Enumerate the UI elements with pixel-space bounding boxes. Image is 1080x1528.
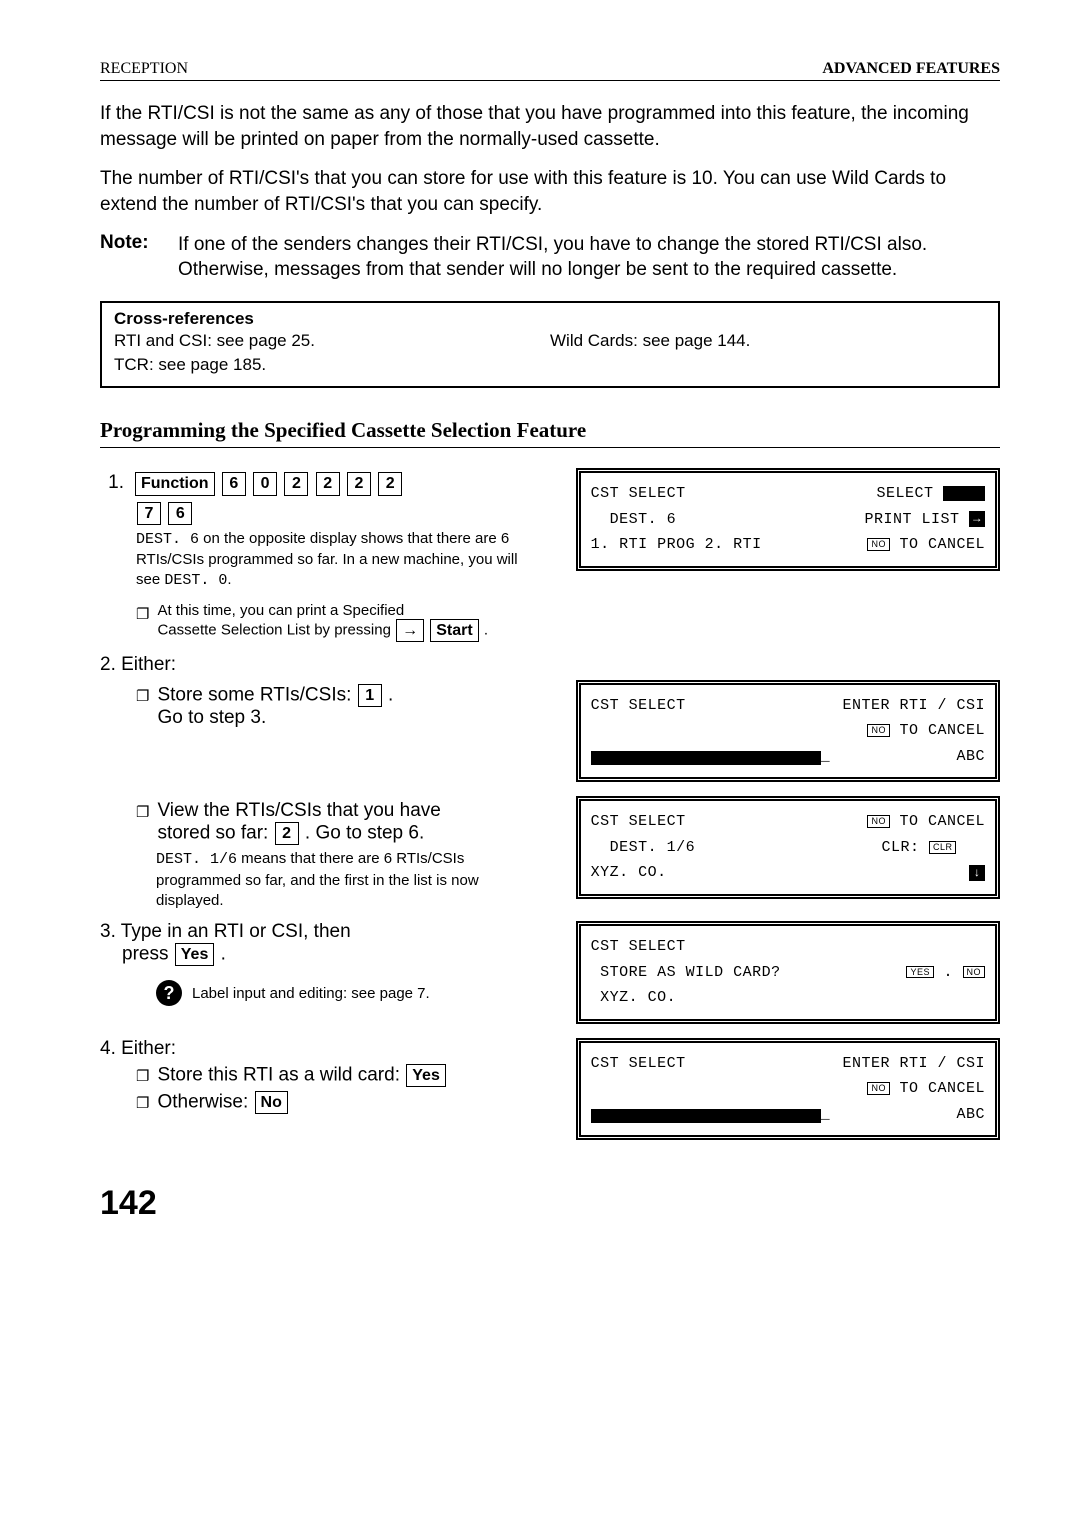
- step3-l2: press Yes .: [122, 943, 546, 966]
- lcd-panel-3: CST SELECTNO TO CANCEL DEST. 1/6CLR: CLR…: [576, 796, 1000, 899]
- key-6b: 6: [168, 502, 192, 525]
- lcd-panel-4: CST SELECT STORE AS WILD CARD?YES . NO X…: [576, 921, 1000, 1024]
- header-left: RECEPTION: [100, 60, 188, 78]
- key-yes2: Yes: [406, 1064, 446, 1087]
- key-6: 6: [222, 472, 246, 495]
- step2-b2-l1: View the RTIs/CSIs that you have: [157, 800, 440, 822]
- header-right: ADVANCED FEATURES: [822, 60, 1000, 78]
- paragraph-2: The number of RTI/CSI's that you can sto…: [100, 166, 1000, 217]
- key-1: 1: [358, 684, 382, 707]
- bullet-icon: ❐: [136, 687, 149, 729]
- key-function: Function: [135, 472, 215, 495]
- key-2d: 2: [378, 472, 402, 495]
- section-heading: Programming the Specified Cassette Selec…: [100, 418, 1000, 448]
- paragraph-1: If the RTI/CSI is not the same as any of…: [100, 101, 1000, 152]
- crossref-left-2: TCR: see page 185.: [114, 353, 550, 377]
- key-2a: 2: [284, 472, 308, 495]
- info-icon: ?: [156, 980, 182, 1006]
- key-2c: 2: [347, 472, 371, 495]
- step3-l1: 3. Type in an RTI or CSI, then: [100, 921, 546, 943]
- step1-subnote: DEST. 6 on the opposite display shows th…: [136, 529, 546, 592]
- step1-keys-row1: Function 6 0 2 2 2 2: [134, 472, 403, 495]
- crossref-title: Cross-references: [114, 309, 986, 329]
- step1-keys-row2: 7 6: [136, 502, 546, 525]
- crossref-right-1: Wild Cards: see page 144.: [550, 329, 986, 353]
- bullet-icon: ❐: [136, 803, 149, 845]
- step4-b2: Otherwise: No: [157, 1091, 288, 1114]
- page-number: 142: [100, 1184, 1000, 1223]
- step2-b1-l2: Go to step 3.: [157, 707, 393, 729]
- step2-b2-sub: DEST. 1/6 means that there are 6 RTIs/CS…: [156, 849, 546, 911]
- key-yes: Yes: [175, 943, 215, 966]
- note-label: Note:: [100, 232, 160, 283]
- key-7: 7: [137, 502, 161, 525]
- cross-reference-box: Cross-references RTI and CSI: see page 2…: [100, 301, 1000, 389]
- step2-b2-l2: stored so far: 2 . Go to step 6.: [157, 822, 440, 845]
- key-start: Start: [430, 619, 478, 642]
- key-2: 2: [275, 822, 299, 845]
- step1-number: 1.: [100, 472, 124, 495]
- step1-bullet-l2: Cassette Selection List by pressing → St…: [157, 619, 488, 642]
- key-2b: 2: [316, 472, 340, 495]
- step4-lead: 4. Either:: [100, 1038, 546, 1060]
- note-text: If one of the senders changes their RTI/…: [178, 232, 1000, 283]
- lcd-panel-1: CST SELECT SELECT DEST. 6 PRINT LIST → 1…: [576, 468, 1000, 571]
- bullet-icon: ❐: [136, 1067, 149, 1087]
- bullet-icon: ❐: [136, 1094, 149, 1114]
- key-arrow: →: [396, 619, 424, 642]
- step1-bullet-l1: At this time, you can print a Specified: [157, 602, 488, 619]
- step3-info: Label input and editing: see page 7.: [192, 985, 430, 1002]
- key-0: 0: [253, 472, 277, 495]
- crossref-left-1: RTI and CSI: see page 25.: [114, 329, 550, 353]
- step2-b1: Store some RTIs/CSIs: 1 .: [157, 684, 393, 707]
- step4-b1: Store this RTI as a wild card: Yes: [157, 1064, 446, 1087]
- bullet-icon: ❐: [136, 605, 149, 642]
- step2-lead: 2. Either:: [100, 654, 1000, 676]
- lcd-panel-2: CST SELECTENTER RTI / CSI NO TO CANCEL _…: [576, 680, 1000, 783]
- key-no: No: [255, 1091, 288, 1114]
- lcd-panel-5: CST SELECTENTER RTI / CSI NO TO CANCEL _…: [576, 1038, 1000, 1141]
